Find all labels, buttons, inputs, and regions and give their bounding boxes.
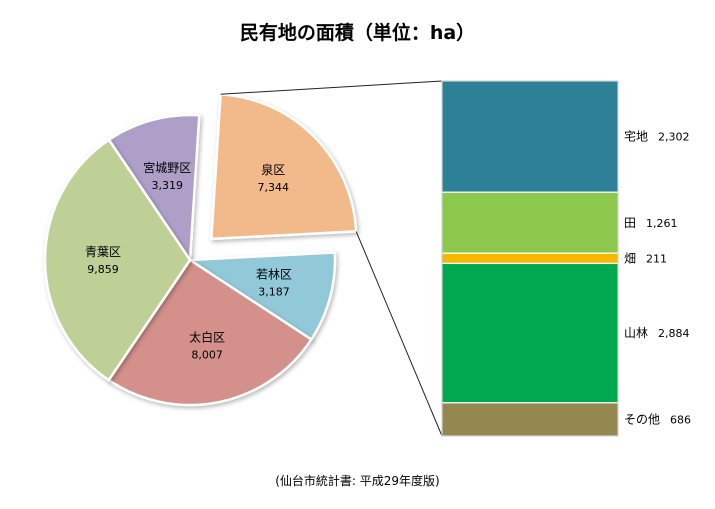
slice-value-label: 3,187 [258,286,290,299]
pie-slice [107,113,201,264]
segment-value-label: 686 [670,413,691,426]
pie-slice [210,92,358,241]
pie-slice [186,251,337,342]
slice-label: 泉区 [261,163,285,177]
chart-source: (仙台市統計書: 平成29年度版) [275,474,440,488]
slice-value-label: 9,859 [87,263,119,276]
slice-label: 青葉区 [85,245,121,259]
segment-label: 畑 [624,251,636,265]
bar-segment [441,402,619,437]
pie-chart: 宮城野区 3,319 泉区 7,344 若林区 3,187 太白区 8,007 青葉区 9,859 [43,92,358,407]
segment-label: その他 [624,412,660,426]
bar-segment [441,191,619,254]
segment-label: 山林 [624,326,648,340]
segment-value-label: 211 [646,252,667,265]
bar-segment [441,252,619,265]
segment-value-label: 2,302 [658,131,690,144]
slice-label: 太白区 [189,329,225,344]
segment-label: 田 [624,216,636,230]
segment-value-label: 2,884 [658,327,690,340]
slice-label: 若林区 [256,268,292,282]
connector-lines [220,80,443,437]
chart-title: 民有地の面積（単位：ha） [239,22,476,44]
pie-slice [106,258,314,407]
slice-value-label: 7,344 [257,181,289,194]
connector-line [355,231,443,437]
slice-value-label: 8,007 [191,348,223,361]
slice-label: 宮城野区 [143,160,191,175]
stacked-bar-chart: 宅地 2,302 田 1,261 畑 211 山林 2,884 その他 686 [441,80,691,437]
segment-value-label: 1,261 [646,217,678,230]
pie-slice [43,138,192,382]
bar-segment [441,80,619,193]
segment-label: 宅地 [624,129,648,144]
bar-segment [441,262,619,404]
connector-line [220,80,443,95]
bar-outline [441,80,619,437]
slice-value-label: 3,319 [151,179,183,192]
